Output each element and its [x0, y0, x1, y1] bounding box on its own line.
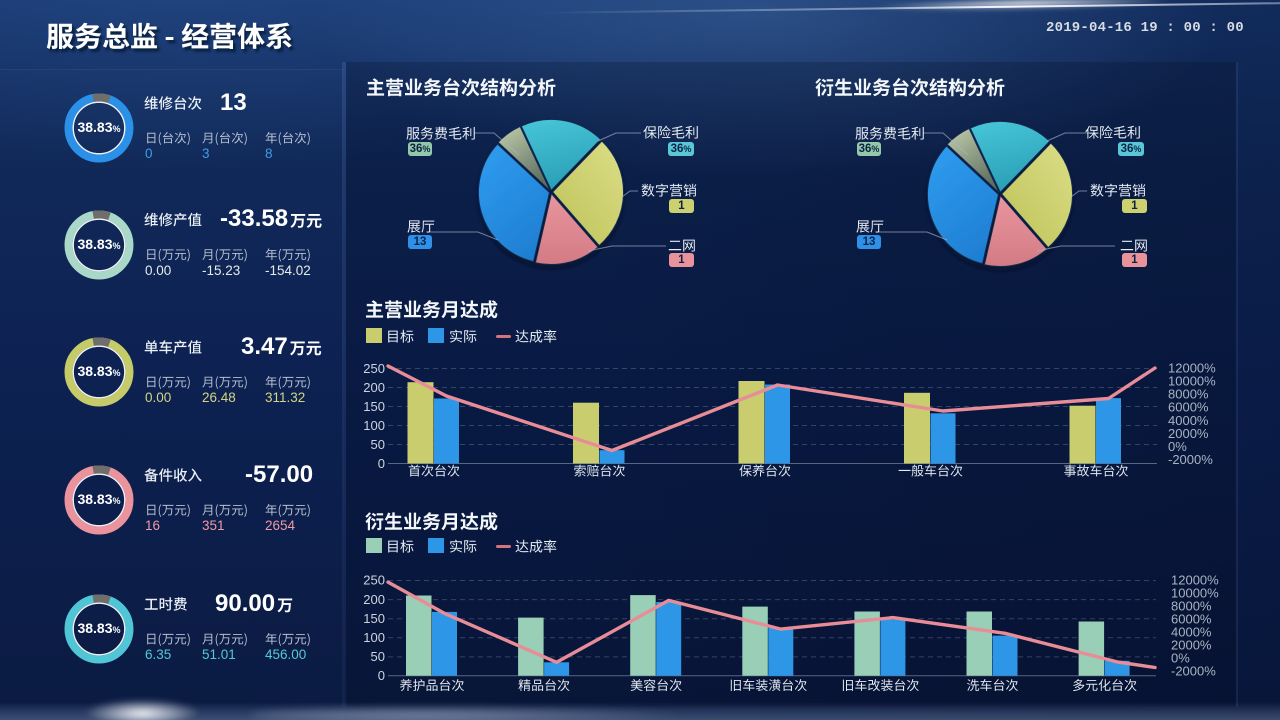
- svg-text:2000%: 2000%: [1171, 638, 1212, 653]
- svg-text:0: 0: [378, 456, 385, 471]
- svg-text:4000%: 4000%: [1168, 413, 1209, 428]
- svg-text:12000%: 12000%: [1171, 573, 1219, 588]
- svg-text:100: 100: [363, 418, 385, 433]
- svg-text:10000%: 10000%: [1171, 586, 1219, 601]
- svg-text:12000%: 12000%: [1168, 361, 1216, 376]
- svg-text:200: 200: [363, 592, 385, 607]
- svg-text:0%: 0%: [1171, 651, 1190, 666]
- svg-text:250: 250: [363, 573, 385, 588]
- svg-text:50: 50: [371, 649, 385, 664]
- svg-text:4000%: 4000%: [1171, 625, 1212, 640]
- svg-text:0%: 0%: [1168, 439, 1187, 454]
- svg-text:2000%: 2000%: [1168, 426, 1209, 441]
- svg-text:-2000%: -2000%: [1168, 452, 1213, 467]
- svg-text:6000%: 6000%: [1171, 612, 1212, 627]
- svg-text:50: 50: [371, 437, 385, 452]
- svg-text:150: 150: [363, 611, 385, 626]
- svg-text:250: 250: [363, 361, 385, 376]
- svg-text:8000%: 8000%: [1168, 387, 1209, 402]
- svg-text:0: 0: [378, 668, 385, 683]
- svg-text:8000%: 8000%: [1171, 599, 1212, 614]
- svg-text:-2000%: -2000%: [1171, 664, 1216, 679]
- svg-text:6000%: 6000%: [1168, 400, 1209, 415]
- svg-text:200: 200: [363, 380, 385, 395]
- svg-text:10000%: 10000%: [1168, 374, 1216, 389]
- svg-text:100: 100: [363, 630, 385, 645]
- svg-text:150: 150: [363, 399, 385, 414]
